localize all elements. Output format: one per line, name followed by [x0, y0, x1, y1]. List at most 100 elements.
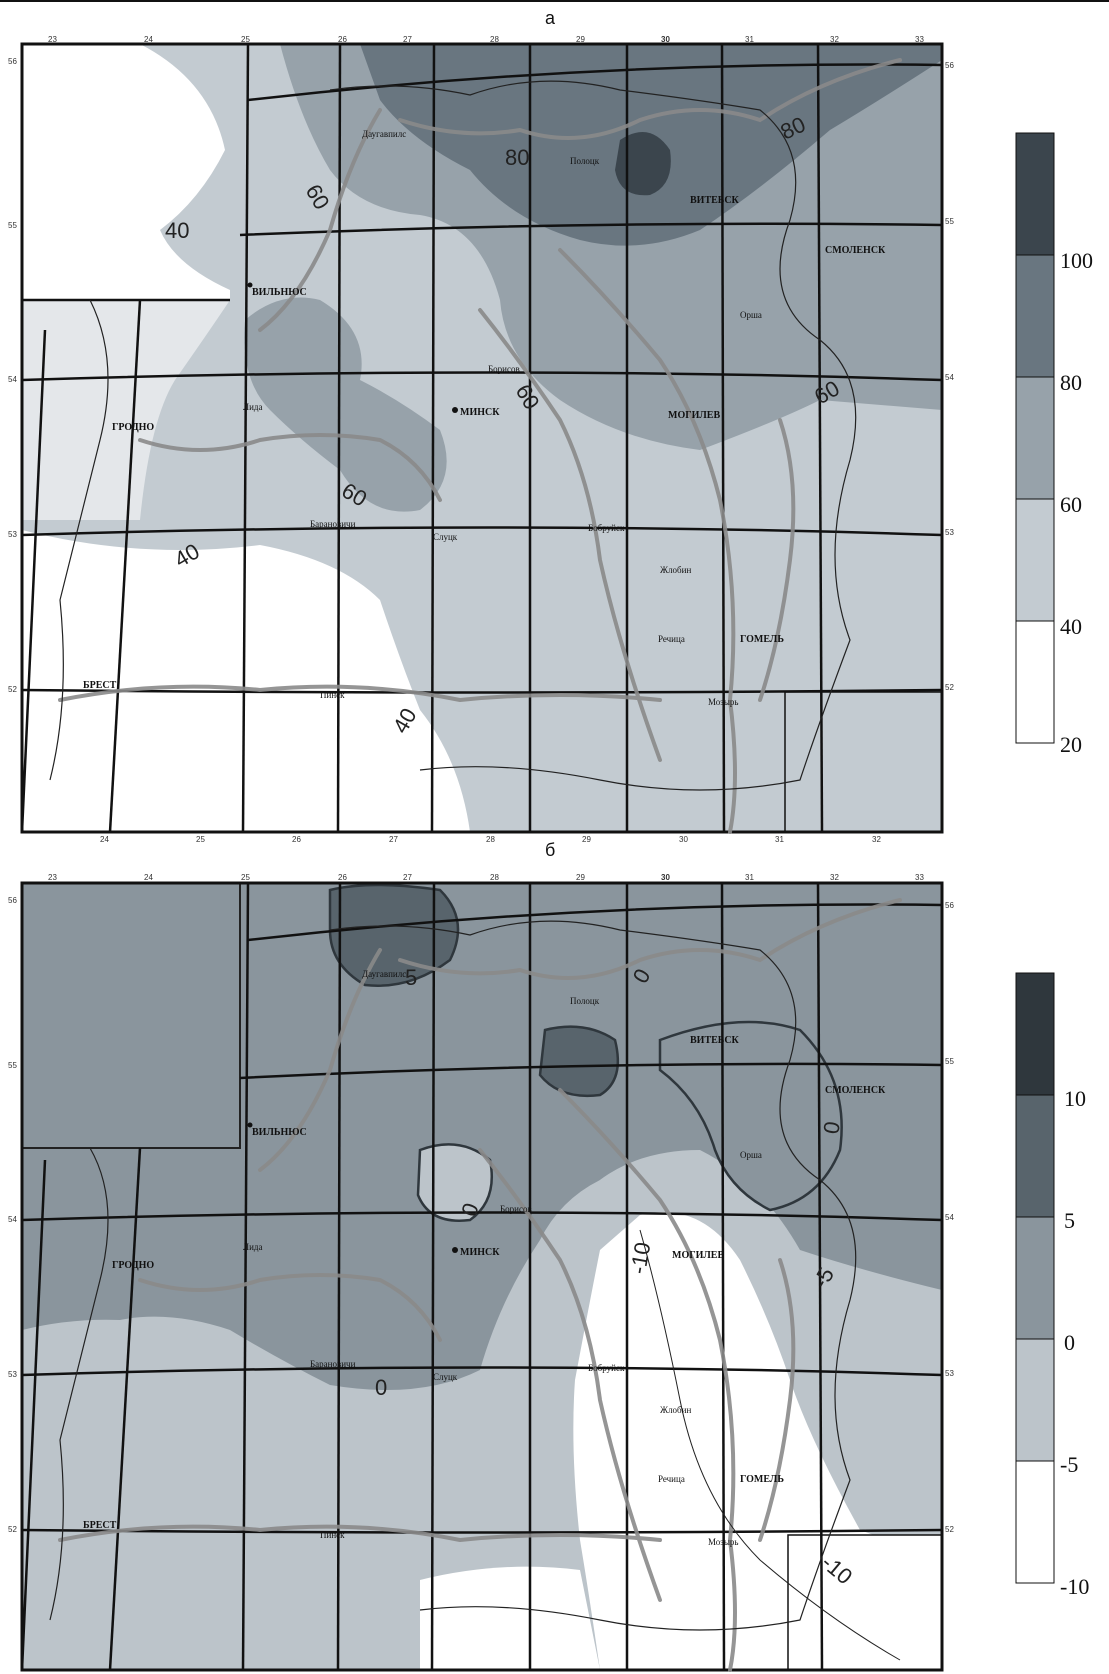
- svg-text:27: 27: [403, 35, 412, 44]
- frame-a: [20, 42, 944, 834]
- legend-b-swatch-2: [1015, 1216, 1055, 1340]
- svg-text:55: 55: [945, 217, 954, 226]
- svg-text:24: 24: [144, 35, 153, 44]
- svg-text:24: 24: [100, 835, 109, 844]
- svg-text:56: 56: [945, 901, 954, 910]
- city-orsha-a: Орша: [740, 310, 762, 320]
- city-polotsk-a: Полоцк: [570, 156, 600, 166]
- svg-text:32: 32: [872, 835, 881, 844]
- legend-b-label-minus10: -10: [1060, 1574, 1089, 1599]
- city-pinsk-a: Пинск: [320, 690, 345, 700]
- map-panel-a: 40 60 80 80 60 60 60 40 40 ВИЛЬНЮС ГРОДН…: [8, 35, 1093, 844]
- svg-text:29: 29: [582, 835, 591, 844]
- svg-text:54: 54: [8, 375, 17, 384]
- city-minsk-b: МИНСК: [460, 1247, 500, 1258]
- isoline-label-b-0-s: 0: [375, 1375, 387, 1400]
- svg-text:53: 53: [8, 530, 17, 539]
- svg-text:23: 23: [48, 35, 57, 44]
- city-vilnius-a: ВИЛЬНЮС: [252, 287, 307, 298]
- legend-a: 100 80 60 40 20: [1015, 132, 1093, 757]
- legend-a-label-20: 20: [1060, 732, 1082, 757]
- isoline-label-a-80-n: 80: [505, 145, 529, 170]
- city-pinsk-b: Пинск: [320, 1530, 345, 1540]
- svg-text:24: 24: [144, 873, 153, 882]
- zone-a-sw: [22, 530, 470, 832]
- city-brest-b: БРЕСТ: [83, 1520, 117, 1531]
- svg-text:28: 28: [490, 35, 499, 44]
- legend-a-label-40: 40: [1060, 614, 1082, 639]
- city-mogilev-b: МОГИЛЕВ: [672, 1250, 724, 1261]
- svg-text:25: 25: [241, 873, 250, 882]
- city-slutsk-a: Слуцк: [433, 532, 458, 542]
- svg-text:56: 56: [945, 61, 954, 70]
- svg-text:27: 27: [389, 835, 398, 844]
- svg-text:55: 55: [945, 1057, 954, 1066]
- zone-b-white-s: [420, 1566, 600, 1670]
- svg-text:31: 31: [775, 835, 784, 844]
- city-gomel-a: ГОМЕЛЬ: [740, 634, 784, 645]
- svg-text:53: 53: [8, 1370, 17, 1379]
- legend-a-label-60: 60: [1060, 492, 1082, 517]
- city-mogilev-a: МОГИЛЕВ: [668, 410, 720, 421]
- svg-text:31: 31: [745, 35, 754, 44]
- box-b-se: [787, 1534, 943, 1671]
- panel-b-title: б: [545, 840, 556, 860]
- legend-a-swatch-1: [1015, 254, 1055, 378]
- zone-a-nw: [22, 44, 230, 300]
- city-bobruisk-b: Бобруйск: [588, 1363, 625, 1373]
- svg-text:32: 32: [830, 873, 839, 882]
- city-borisov-a: Борисов: [488, 364, 520, 374]
- legend-a-swatch-0: [1015, 132, 1055, 256]
- city-slutsk-b: Слуцк: [433, 1372, 458, 1382]
- city-zhlobin-a: Жлобин: [660, 565, 691, 575]
- svg-text:52: 52: [8, 1525, 17, 1534]
- city-mozyr-b: Мозырь: [708, 1537, 739, 1547]
- city-borisov-b: Борисов: [500, 1204, 532, 1214]
- svg-text:33: 33: [915, 873, 924, 882]
- legend-b-label-minus5: -5: [1060, 1452, 1078, 1477]
- ticks-a: 23 24 25 26 27 28 29 30 31 32 33 24 25 2…: [8, 35, 954, 844]
- svg-text:25: 25: [241, 35, 250, 44]
- city-grodno-b: ГРОДНО: [112, 1260, 154, 1271]
- svg-text:52: 52: [945, 1525, 954, 1534]
- rivers-b: [58, 898, 902, 1672]
- svg-text:56: 56: [8, 57, 17, 66]
- svg-text:31: 31: [745, 873, 754, 882]
- city-orsha-b: Орша: [740, 1150, 762, 1160]
- svg-text:28: 28: [486, 835, 495, 844]
- city-minsk-a: МИНСК: [460, 407, 500, 418]
- city-vitebsk-a: ВИТЕБСК: [690, 195, 740, 206]
- legend-a-swatch-2: [1015, 376, 1055, 500]
- svg-text:26: 26: [338, 873, 347, 882]
- isoline-label-b-5: 5: [405, 965, 417, 990]
- svg-text:56: 56: [8, 896, 17, 905]
- city-gomel-b: ГОМЕЛЬ: [740, 1474, 784, 1485]
- legend-b-swatch-0: [1015, 972, 1055, 1096]
- city-rechitsa-b: Речица: [658, 1474, 685, 1484]
- city-bobruisk-a: Бобруйск: [588, 523, 625, 533]
- cities-a: ВИЛЬНЮС ГРОДНО МИНСК ВИТЕБСК СМОЛЕНСК МО…: [83, 129, 886, 707]
- svg-text:30: 30: [661, 873, 670, 882]
- svg-text:55: 55: [8, 221, 17, 230]
- svg-text:54: 54: [8, 1215, 17, 1224]
- zone-a-center-60: [244, 297, 447, 512]
- frame-b: [20, 881, 944, 1672]
- svg-text:23: 23: [48, 873, 57, 882]
- svg-text:30: 30: [679, 835, 688, 844]
- legend-b-label-0: 0: [1064, 1330, 1075, 1355]
- city-lida-a: Лида: [243, 402, 263, 412]
- city-brest-a: БРЕСТ: [83, 680, 117, 691]
- borders-a: [49, 80, 857, 791]
- borders-b: [49, 920, 901, 1661]
- legend-a-label-80: 80: [1060, 370, 1082, 395]
- city-zhlobin-b: Жлобин: [660, 1405, 691, 1415]
- city-lida-b: Лида: [243, 1242, 263, 1252]
- zone-a-core-100: [615, 132, 671, 196]
- svg-text:26: 26: [338, 35, 347, 44]
- box-b-nw: [21, 882, 241, 1149]
- svg-text:54: 54: [945, 1213, 954, 1222]
- zone-a-west: [22, 300, 230, 520]
- legend-b-swatch-4: [1015, 1460, 1055, 1584]
- isoline-label-b-minus10-n: -10: [625, 1240, 655, 1276]
